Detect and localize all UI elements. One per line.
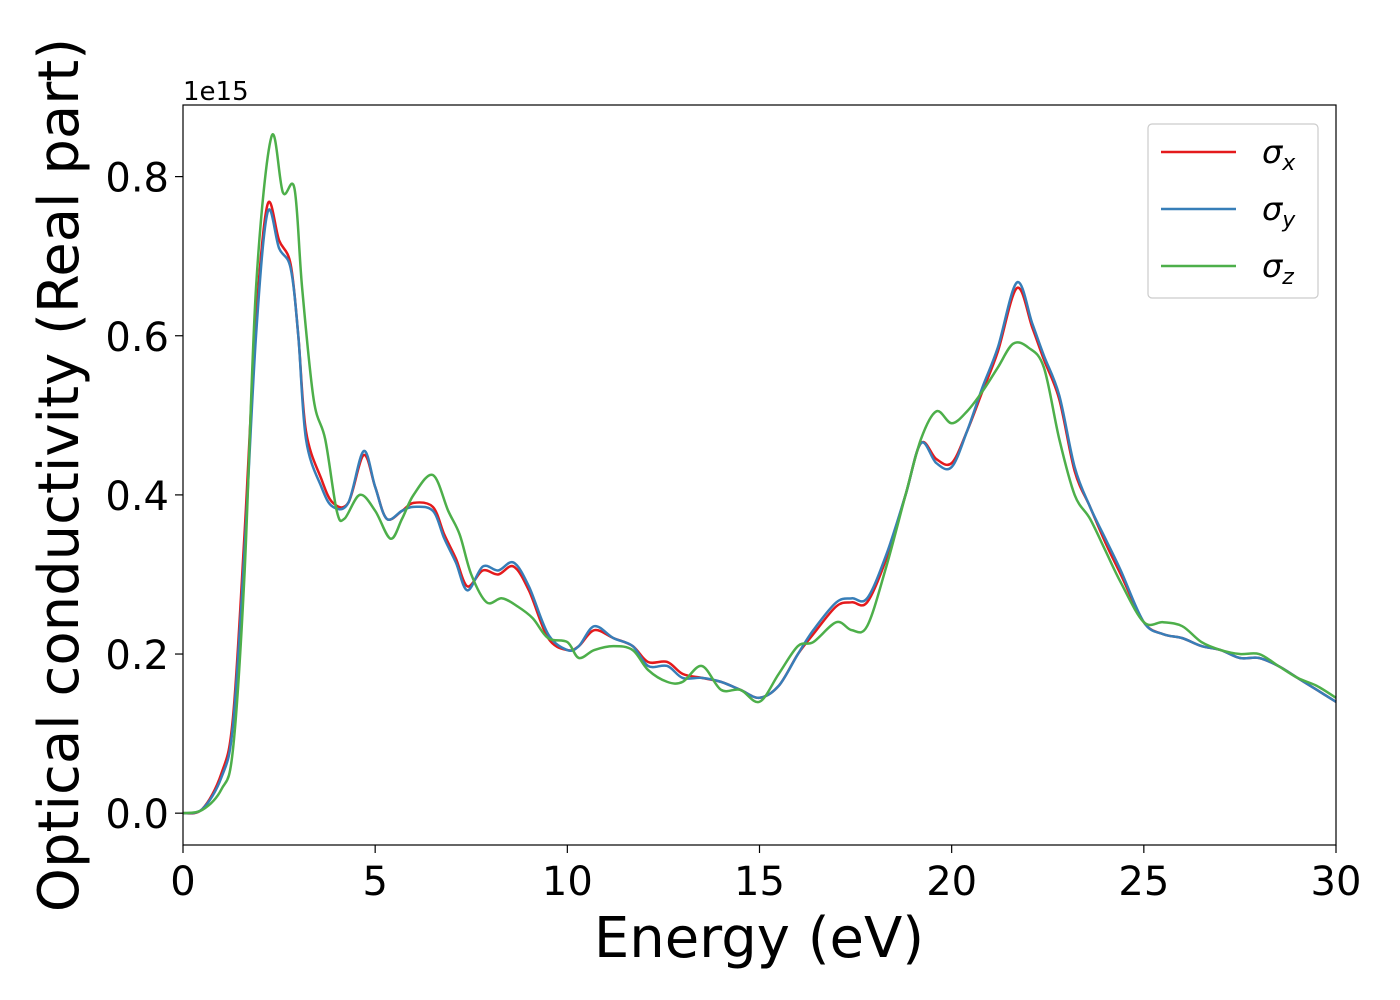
series-layer [182, 133, 1337, 815]
x-tick-label: 15 [734, 859, 785, 905]
x-tick-label: 30 [1311, 859, 1362, 905]
series-line-z [182, 133, 1337, 815]
y-tick-label: 0.2 [105, 633, 169, 679]
legend-label-y: σy [1262, 190, 1296, 233]
x-axis: 0 5 10 15 20 25 30 [170, 845, 1361, 905]
legend-label-x: σx [1262, 133, 1296, 176]
legend: σx σy σz [1147, 123, 1319, 299]
offset-label: 1e15 [183, 77, 249, 107]
legend-entries: σx σy σz [1161, 133, 1296, 290]
x-tick-label: 0 [170, 859, 195, 905]
legend-box [1147, 123, 1319, 299]
x-tick-label: 5 [362, 859, 387, 905]
series-line-y [182, 208, 1337, 815]
y-tick-label: 0.6 [105, 315, 169, 361]
y-axis: 0.0 0.2 0.4 0.6 0.8 [105, 156, 183, 838]
x-tick-label: 10 [542, 859, 593, 905]
plot-area [183, 105, 1336, 845]
y-tick-label: 0.0 [105, 792, 169, 838]
y-axis-label: Optical conductivity (Real part) [27, 38, 92, 912]
y-tick-label: 0.8 [105, 156, 169, 202]
y-tick-label: 0.4 [105, 474, 169, 520]
x-axis-label: Energy (eV) [594, 906, 924, 971]
legend-label-z: σz [1262, 247, 1294, 290]
x-tick-label: 20 [926, 859, 977, 905]
x-tick-label: 25 [1118, 859, 1169, 905]
